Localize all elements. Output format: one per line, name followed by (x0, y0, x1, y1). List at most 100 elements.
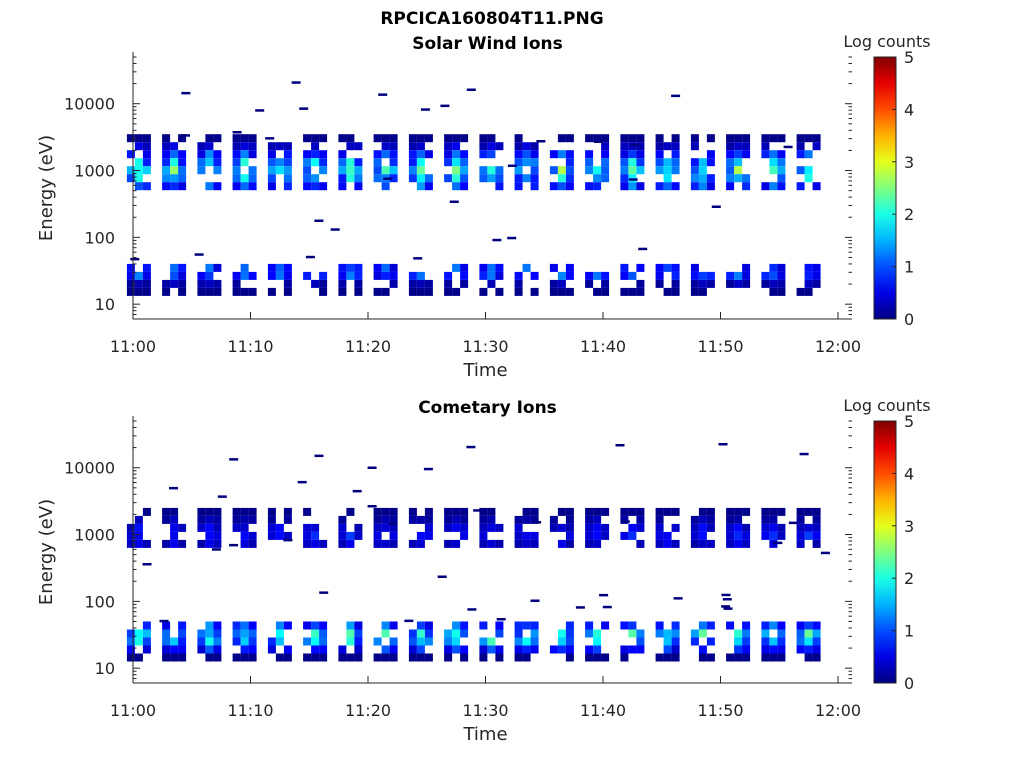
panel1-cell (601, 134, 610, 143)
panel1-cell (389, 166, 398, 175)
panel2-dash (297, 480, 307, 484)
panel1-cell (620, 174, 629, 183)
panel2-cell (267, 645, 276, 654)
panel1-cell (162, 134, 171, 143)
panel1-cell (726, 271, 735, 280)
panel2-cell (408, 645, 417, 654)
panel2-cell (389, 621, 398, 630)
panel2-dash (404, 619, 414, 623)
panel2-cell (663, 629, 672, 638)
panel2-cell (796, 507, 805, 516)
panel2-cell (487, 523, 496, 532)
panel1-cell (267, 271, 276, 280)
panel1-cell (706, 158, 715, 167)
panel2-cell (205, 621, 214, 630)
panel2-cell (796, 645, 805, 654)
panel1-cell (283, 271, 292, 280)
panel1-cell (267, 182, 276, 191)
panel2-cell (460, 531, 469, 540)
panel2-cell (319, 539, 328, 548)
panel1-cell (346, 263, 355, 272)
panel1-cell (796, 166, 805, 175)
panel2-cell (549, 515, 558, 524)
panel2-cell (424, 653, 433, 662)
panel1-cell (514, 166, 523, 175)
panel1-cell (565, 150, 574, 159)
panel2-cell (197, 637, 206, 646)
panel1-cell (690, 134, 699, 143)
panel2-cell (761, 653, 770, 662)
panel2-dash (352, 489, 362, 493)
panel1-y-tick-label: 10000 (64, 95, 115, 114)
panel1-y-tick-label: 1000 (74, 162, 115, 181)
panel1-cell (487, 263, 496, 272)
panel2-cell (655, 507, 664, 516)
panel1-cell (601, 166, 610, 175)
panel2-cell (408, 653, 417, 662)
panel1-cell (671, 166, 680, 175)
panel1-cell (178, 166, 187, 175)
panel2-cell (636, 539, 645, 548)
panel1-cell (267, 174, 276, 183)
panel2-dash (718, 443, 728, 446)
panel1-cell (726, 279, 735, 288)
panel2-cell (354, 653, 363, 662)
panel1-cell (444, 279, 453, 288)
panel2-cell (522, 637, 531, 646)
panel1-cell (126, 263, 135, 272)
panel2-cell (213, 539, 222, 548)
panel2-cell (487, 637, 496, 646)
panel2-cell (232, 637, 241, 646)
panel1-dash (593, 140, 603, 143)
panel1-cell (205, 287, 214, 296)
panel1-cell (338, 279, 347, 288)
panel1-cell (267, 263, 276, 272)
panel2-cell (690, 515, 699, 524)
panel2-title: Cometary Ions (418, 398, 557, 418)
panel2-cell (663, 645, 672, 654)
panel2-cell (585, 539, 594, 548)
panel2-cell (452, 645, 461, 654)
panel2-cell (381, 629, 390, 638)
panel2-cell (479, 645, 488, 654)
panel1-cell (530, 287, 539, 296)
panel1-cell (381, 150, 390, 159)
panel2-cell (452, 523, 461, 532)
panel1-cell (636, 142, 645, 151)
panel2-cell (557, 523, 566, 532)
panel1-cell (452, 166, 461, 175)
panel2-cell (734, 539, 743, 548)
panel1-cell (601, 279, 610, 288)
panel1-cell (487, 142, 496, 151)
panel2-cell (522, 621, 531, 630)
panel1-cell (408, 174, 417, 183)
panel2-colorbar-tick-label: 1 (904, 622, 914, 641)
panel2-cell (205, 507, 214, 516)
panel2-cell (248, 507, 257, 516)
panel1-cell (734, 174, 743, 183)
panel1-cell (593, 287, 602, 296)
panel2-cell (655, 531, 664, 540)
panel2-cell (812, 531, 821, 540)
panel2-cell (557, 539, 566, 548)
panel1-cell (134, 279, 143, 288)
panel2-cell (283, 515, 292, 524)
panel2-cell (311, 629, 320, 638)
panel1-cell (416, 182, 425, 191)
panel1-cell (319, 134, 328, 143)
panel2-cell (275, 653, 284, 662)
panel2-cell (408, 507, 417, 516)
panel1-cell (373, 287, 382, 296)
panel2-cell (636, 523, 645, 532)
panel1-cell (248, 150, 257, 159)
panel1-x-tick-label: 11:00 (110, 337, 156, 356)
panel1-cell (620, 134, 629, 143)
panel2-cell (389, 531, 398, 540)
panel1-cell (416, 271, 425, 280)
panel2-cell (742, 507, 751, 516)
panel1-dash (299, 107, 309, 110)
panel1-x-tick-label: 11:20 (345, 337, 391, 356)
panel2-cell (232, 621, 241, 630)
panel2-cell (706, 653, 715, 662)
panel1-cell (283, 287, 292, 296)
